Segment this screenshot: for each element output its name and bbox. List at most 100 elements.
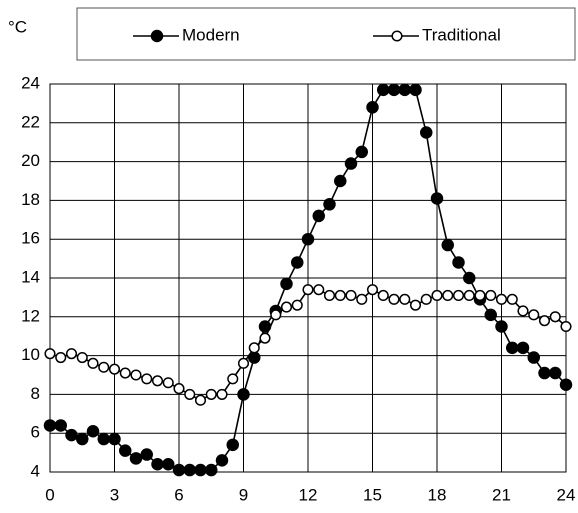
data-point (463, 271, 476, 285)
data-point (184, 388, 196, 400)
data-point (431, 289, 443, 302)
data-point (130, 369, 142, 381)
data-point (506, 293, 518, 305)
data-point (528, 309, 540, 321)
data-point (237, 357, 250, 369)
x-tick-label: 9 (239, 485, 248, 504)
data-point (55, 351, 67, 364)
x-tick-label: 18 (428, 485, 447, 504)
data-point (65, 348, 78, 360)
data-point (560, 320, 572, 333)
data-point (344, 157, 358, 170)
legend-label: Modern (182, 25, 240, 44)
data-point (65, 428, 78, 442)
data-point (474, 289, 486, 302)
data-point (87, 357, 99, 369)
data-point (485, 289, 497, 302)
legend-marker (150, 29, 164, 43)
data-point (559, 378, 573, 391)
data-point (516, 341, 530, 355)
data-point (301, 232, 315, 246)
data-point (86, 425, 100, 438)
y-tick-label: 24 (21, 73, 40, 92)
data-point (129, 452, 143, 465)
data-point (205, 388, 217, 400)
y-tick-label: 12 (21, 306, 40, 325)
y-axis-label: °C (8, 17, 27, 36)
data-point (334, 174, 347, 188)
data-point (527, 351, 540, 364)
data-point (291, 299, 303, 311)
x-tick-label: 6 (174, 485, 183, 504)
data-point (270, 309, 282, 321)
data-point (54, 419, 67, 432)
y-tick-label: 8 (31, 384, 40, 403)
data-point (323, 198, 336, 211)
data-point (549, 311, 561, 323)
data-point (216, 388, 228, 400)
data-point (420, 126, 433, 139)
data-point (119, 367, 131, 379)
data-point (43, 419, 57, 432)
data-point (452, 256, 465, 269)
data-point (430, 192, 444, 205)
data-point (108, 432, 121, 446)
data-point (345, 289, 357, 302)
data-point (248, 342, 260, 354)
data-point (226, 438, 239, 452)
data-point (291, 256, 304, 269)
data-point (44, 348, 56, 360)
data-point (366, 101, 379, 114)
y-tick-label: 18 (21, 190, 40, 209)
data-point (388, 293, 400, 305)
data-point (484, 308, 497, 322)
data-point (463, 289, 475, 302)
data-point (280, 277, 293, 291)
data-point (108, 363, 121, 375)
data-point (442, 289, 454, 302)
x-tick-label: 3 (110, 485, 119, 504)
data-point (377, 83, 390, 97)
y-tick-label: 22 (21, 112, 40, 131)
data-point (205, 463, 218, 477)
data-point (194, 394, 207, 406)
data-point (420, 293, 432, 305)
data-point (259, 332, 271, 344)
legend-marker (391, 30, 403, 42)
data-point (387, 83, 401, 97)
data-point (517, 305, 529, 317)
data-point (495, 293, 508, 305)
data-point (302, 284, 314, 296)
x-tick-label: 21 (492, 485, 511, 504)
data-point (506, 341, 519, 355)
data-point (441, 238, 454, 252)
data-point (366, 284, 379, 296)
data-point (495, 320, 508, 333)
data-point (76, 351, 88, 364)
x-tick-label: 12 (299, 485, 318, 504)
data-point (355, 145, 368, 159)
data-point (538, 366, 551, 380)
data-point (98, 361, 110, 373)
data-point (356, 293, 368, 305)
data-point (140, 448, 153, 461)
x-tick-label: 24 (557, 485, 576, 504)
y-tick-label: 4 (31, 461, 40, 480)
x-tick-label: 15 (363, 485, 382, 504)
data-point (173, 383, 185, 395)
data-point (162, 457, 175, 471)
data-point (162, 377, 174, 389)
y-tick-label: 16 (21, 229, 40, 248)
data-point (151, 457, 164, 471)
data-point (97, 432, 110, 446)
data-point (398, 83, 411, 97)
data-point (399, 293, 411, 305)
y-tick-label: 20 (21, 151, 40, 170)
data-point (538, 315, 551, 327)
data-point (313, 284, 325, 296)
data-point (409, 299, 422, 311)
y-tick-label: 6 (31, 423, 40, 442)
data-point (76, 432, 89, 446)
data-point (151, 375, 164, 387)
